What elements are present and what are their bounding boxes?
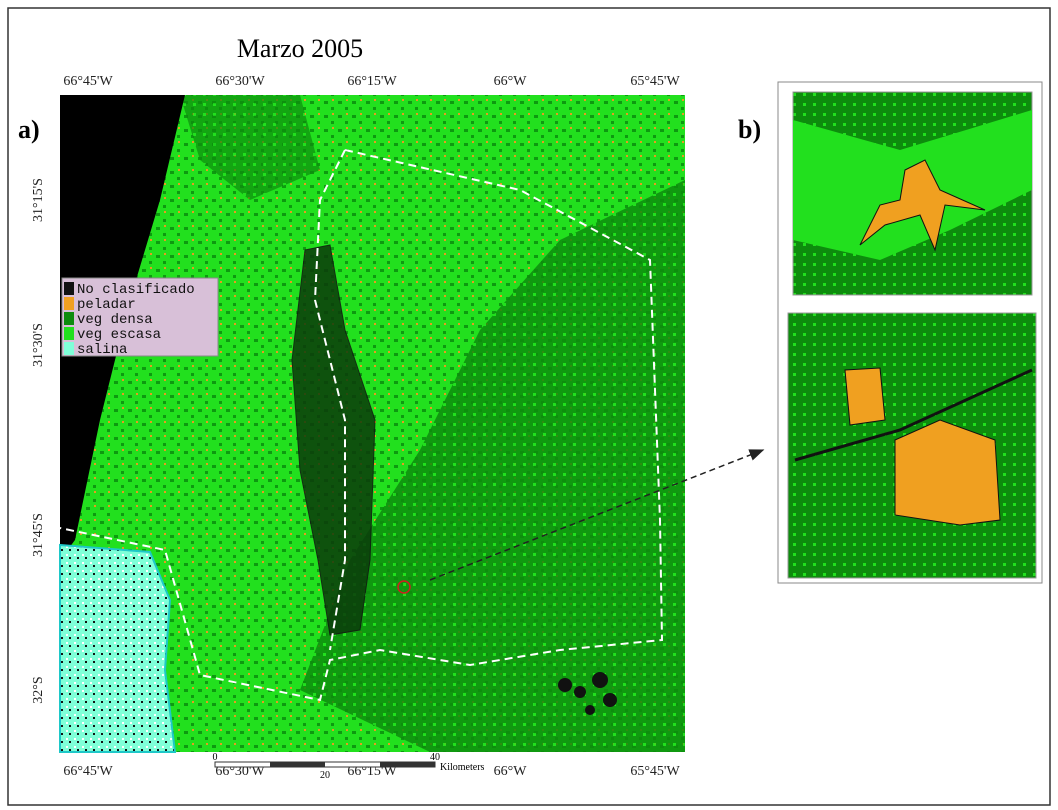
- scale-tick: 0: [213, 752, 218, 763]
- scale-bar-rect: [270, 762, 325, 767]
- peladar: [895, 420, 1000, 525]
- latitude-label: 31°15'S: [31, 178, 46, 222]
- scale-bar-rect: [380, 762, 435, 767]
- legend-swatch: [64, 342, 74, 355]
- panel-label: b): [738, 115, 761, 144]
- longitude-label: 65°45'W: [630, 74, 680, 89]
- legend-swatch: [64, 327, 74, 340]
- latitude-label: 31°30'S: [31, 323, 46, 367]
- legend-swatch: [64, 297, 74, 310]
- legend-label: veg densa: [77, 312, 153, 328]
- peladar: [845, 368, 885, 425]
- panel-label: a): [18, 115, 40, 144]
- salina: [60, 545, 175, 752]
- inset: [778, 82, 1042, 583]
- legend-swatch: [64, 282, 74, 295]
- longitude-label: 66°W: [494, 74, 528, 89]
- figure: Marzo 2005 a) b) No clasificadopeladarve…: [0, 0, 1058, 810]
- map: [60, 95, 685, 752]
- scale-unit: Kilometers: [440, 762, 485, 773]
- legend-label: salina: [77, 342, 127, 358]
- longitude-label: 66°15'W: [347, 74, 397, 89]
- longitude-label: 66°45'W: [63, 764, 113, 779]
- legend-label: peladar: [77, 297, 136, 313]
- legend-label: No clasificado: [77, 282, 195, 298]
- legend-swatch: [64, 312, 74, 325]
- longitude-label: 66°45'W: [63, 74, 113, 89]
- longitude-label: 65°45'W: [630, 764, 680, 779]
- longitude-label: 66°30'W: [215, 74, 265, 89]
- scale-tick: 20: [320, 770, 330, 781]
- scale-tick: 40: [430, 752, 440, 763]
- latitude-label: 31°45'S: [31, 513, 46, 557]
- latitude-label: 32°S: [31, 676, 46, 703]
- legend-label: veg escasa: [77, 327, 161, 343]
- longitude-label: 66°W: [494, 764, 528, 779]
- title: Marzo 2005: [237, 34, 363, 63]
